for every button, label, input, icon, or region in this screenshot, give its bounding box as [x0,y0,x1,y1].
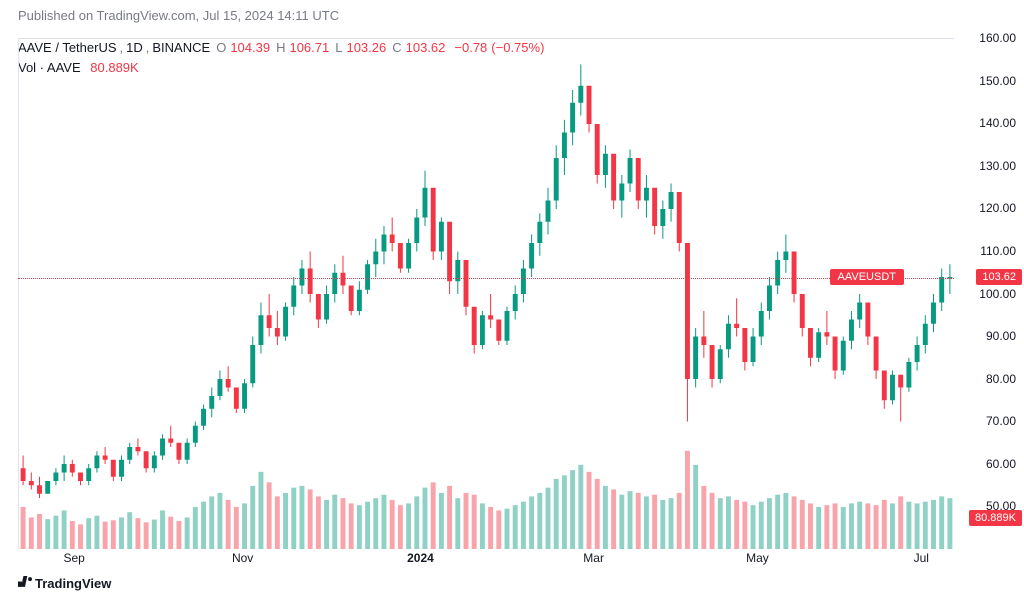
y-tick: 90.00 [956,329,1016,343]
x-tick: Jul [914,551,929,565]
x-tick: May [746,551,769,565]
y-tick: 60.00 [956,457,1016,471]
symbol-tag: AAVEUSDT [830,269,904,285]
y-tick: 130.00 [956,159,1016,173]
y-tick: 140.00 [956,116,1016,130]
current-price-line [18,278,954,279]
y-tick: 120.00 [956,201,1016,215]
x-tick: Mar [583,551,604,565]
y-tick: 100.00 [956,287,1016,301]
volume-tag: 80.889K [969,510,1022,526]
x-tick: Nov [232,551,253,565]
x-tick: 2024 [407,551,434,565]
time-axis: Sep Nov 2024 Mar May Jul [18,551,954,569]
y-tick: 110.00 [956,244,1016,258]
y-tick: 80.00 [956,372,1016,386]
y-tick: 150.00 [956,74,1016,88]
x-tick: Sep [63,551,84,565]
publish-header: Published on TradingView.com, Jul 15, 20… [18,8,339,23]
current-price-tag: 103.62 [976,269,1022,285]
tradingview-logo: TradingView [18,576,111,591]
tradingview-icon [18,576,32,590]
chart-canvas[interactable] [18,38,954,549]
logo-text: TradingView [35,576,111,591]
y-tick: 70.00 [956,414,1016,428]
price-axis: 160.00150.00140.00130.00120.00110.00100.… [956,38,1024,549]
y-tick: 160.00 [956,31,1016,45]
